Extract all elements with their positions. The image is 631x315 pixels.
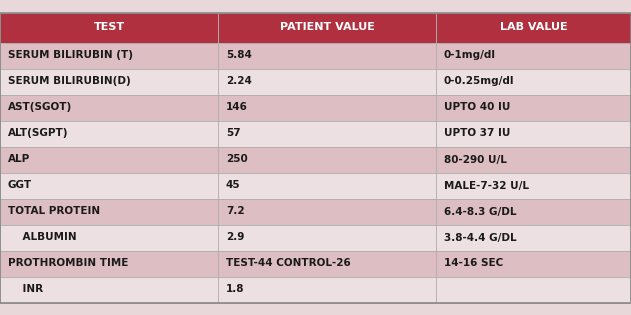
Text: 3.8-4.4 G/DL: 3.8-4.4 G/DL — [444, 232, 517, 243]
Text: SERUM BILIRUBIN (T): SERUM BILIRUBIN (T) — [8, 50, 133, 60]
Bar — [436, 121, 631, 146]
Bar — [218, 94, 436, 121]
Bar — [218, 198, 436, 225]
Text: 80-290 U/L: 80-290 U/L — [444, 154, 507, 164]
Text: 2.24: 2.24 — [226, 77, 252, 87]
Bar — [436, 146, 631, 173]
Bar — [436, 94, 631, 121]
Bar — [218, 68, 436, 94]
Text: ALBUMIN: ALBUMIN — [8, 232, 76, 243]
Bar — [0, 43, 218, 68]
Bar — [0, 198, 218, 225]
Bar — [436, 68, 631, 94]
Text: ALT(SGPT): ALT(SGPT) — [8, 129, 69, 139]
Bar — [0, 68, 218, 94]
Text: 146: 146 — [226, 102, 248, 112]
Bar — [0, 173, 218, 198]
Text: 0-1mg/dl: 0-1mg/dl — [444, 50, 496, 60]
Text: 250: 250 — [226, 154, 248, 164]
Bar — [436, 43, 631, 68]
Text: GGT: GGT — [8, 180, 32, 191]
Bar — [0, 250, 218, 277]
Bar — [0, 146, 218, 173]
Text: PATIENT VALUE: PATIENT VALUE — [280, 22, 374, 32]
Bar — [218, 121, 436, 146]
Text: UPTO 40 IU: UPTO 40 IU — [444, 102, 510, 112]
Bar — [436, 13, 631, 43]
Bar — [0, 13, 218, 43]
Text: TEST: TEST — [93, 22, 124, 32]
Bar — [436, 225, 631, 250]
Text: TEST-44 CONTROL-26: TEST-44 CONTROL-26 — [226, 259, 351, 268]
Text: MALE-7-32 U/L: MALE-7-32 U/L — [444, 180, 529, 191]
Text: 57: 57 — [226, 129, 240, 139]
Bar — [0, 121, 218, 146]
Bar — [218, 277, 436, 302]
Text: PROTHROMBIN TIME: PROTHROMBIN TIME — [8, 259, 128, 268]
Bar — [218, 250, 436, 277]
Text: SERUM BILIRUBIN(D): SERUM BILIRUBIN(D) — [8, 77, 131, 87]
Bar — [218, 13, 436, 43]
Bar — [436, 277, 631, 302]
Text: 45: 45 — [226, 180, 240, 191]
Bar — [218, 173, 436, 198]
Text: AST(SGOT): AST(SGOT) — [8, 102, 73, 112]
Text: 5.84: 5.84 — [226, 50, 252, 60]
Bar — [436, 250, 631, 277]
Text: TOTAL PROTEIN: TOTAL PROTEIN — [8, 207, 100, 216]
Text: LAB VALUE: LAB VALUE — [500, 22, 567, 32]
Bar — [0, 225, 218, 250]
Text: 7.2: 7.2 — [226, 207, 245, 216]
Text: 14-16 SEC: 14-16 SEC — [444, 259, 504, 268]
Bar — [436, 198, 631, 225]
Text: 0-0.25mg/dl: 0-0.25mg/dl — [444, 77, 514, 87]
Text: ALP: ALP — [8, 154, 30, 164]
Bar — [218, 225, 436, 250]
Text: UPTO 37 IU: UPTO 37 IU — [444, 129, 510, 139]
Bar — [218, 43, 436, 68]
Text: 1.8: 1.8 — [226, 284, 244, 295]
Bar — [0, 277, 218, 302]
Text: INR: INR — [8, 284, 43, 295]
Bar — [218, 146, 436, 173]
Text: 2.9: 2.9 — [226, 232, 244, 243]
Bar — [436, 173, 631, 198]
Text: 6.4-8.3 G/DL: 6.4-8.3 G/DL — [444, 207, 517, 216]
Bar — [0, 94, 218, 121]
